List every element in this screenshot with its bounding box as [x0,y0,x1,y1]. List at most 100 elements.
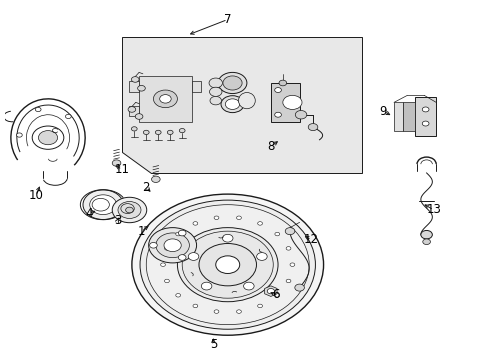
Circle shape [112,160,121,166]
Circle shape [201,282,211,290]
Circle shape [257,304,262,308]
Circle shape [209,87,222,96]
Circle shape [422,239,429,244]
Circle shape [164,279,169,283]
Circle shape [285,228,294,235]
Circle shape [193,304,197,308]
Circle shape [35,107,41,112]
Circle shape [225,99,239,109]
Circle shape [160,263,165,266]
Circle shape [164,247,169,250]
Circle shape [65,114,71,118]
Text: 10: 10 [28,189,43,202]
Polygon shape [414,97,435,136]
Circle shape [193,222,197,225]
Circle shape [153,90,177,108]
Circle shape [131,127,137,131]
Circle shape [236,216,241,220]
Circle shape [112,197,146,223]
Circle shape [155,130,161,135]
Text: 6: 6 [271,288,279,301]
Circle shape [83,190,123,220]
Polygon shape [191,81,201,92]
Circle shape [274,112,281,117]
Circle shape [285,247,290,250]
Circle shape [257,222,262,225]
Circle shape [274,87,281,93]
Circle shape [209,96,221,105]
Circle shape [214,310,219,313]
Circle shape [39,131,58,145]
Circle shape [256,253,266,260]
Circle shape [128,107,136,112]
Polygon shape [402,102,414,131]
Circle shape [221,96,244,113]
Text: 13: 13 [426,203,440,216]
Circle shape [132,194,323,335]
Circle shape [151,176,160,183]
Circle shape [274,232,279,236]
Circle shape [199,243,256,286]
Polygon shape [393,102,402,131]
Bar [139,76,191,122]
Text: 7: 7 [224,13,231,26]
Circle shape [17,133,22,137]
Circle shape [143,130,149,135]
Circle shape [178,255,185,260]
Circle shape [118,202,141,219]
Circle shape [177,228,278,302]
Circle shape [218,72,246,94]
Circle shape [32,126,64,149]
Circle shape [279,80,286,86]
Circle shape [160,95,171,103]
Ellipse shape [238,93,255,109]
Circle shape [267,288,274,294]
Polygon shape [122,37,361,173]
Circle shape [236,310,241,313]
Text: 12: 12 [304,234,319,247]
Circle shape [148,228,196,263]
Text: 4: 4 [85,207,92,220]
Polygon shape [264,286,277,296]
Circle shape [214,216,219,220]
Text: 3: 3 [114,214,121,227]
Circle shape [420,230,431,239]
Circle shape [175,232,180,236]
Polygon shape [270,83,299,122]
Circle shape [274,293,279,297]
Text: 8: 8 [266,140,274,153]
Circle shape [149,242,157,248]
Circle shape [282,95,302,109]
Circle shape [175,293,180,297]
Text: 1: 1 [138,225,145,238]
Circle shape [167,130,173,135]
Text: 5: 5 [209,338,217,351]
Circle shape [135,114,142,119]
Circle shape [294,284,304,291]
Circle shape [223,76,242,90]
Text: 9: 9 [379,105,386,118]
Circle shape [215,256,239,274]
Circle shape [188,253,199,260]
Circle shape [146,205,308,325]
Circle shape [156,233,189,258]
Text: 11: 11 [115,163,129,176]
Circle shape [182,231,273,298]
Circle shape [222,234,232,242]
Circle shape [137,85,145,91]
Circle shape [295,111,306,119]
Circle shape [140,200,315,329]
Circle shape [179,129,184,133]
Text: 2: 2 [142,181,150,194]
Circle shape [289,263,294,266]
Polygon shape [129,106,139,117]
Polygon shape [129,81,139,92]
Circle shape [208,78,222,88]
Circle shape [285,279,290,283]
Circle shape [125,207,133,213]
Circle shape [422,107,428,112]
Circle shape [89,195,116,215]
Circle shape [163,239,181,252]
Circle shape [178,230,185,236]
Circle shape [243,282,254,290]
